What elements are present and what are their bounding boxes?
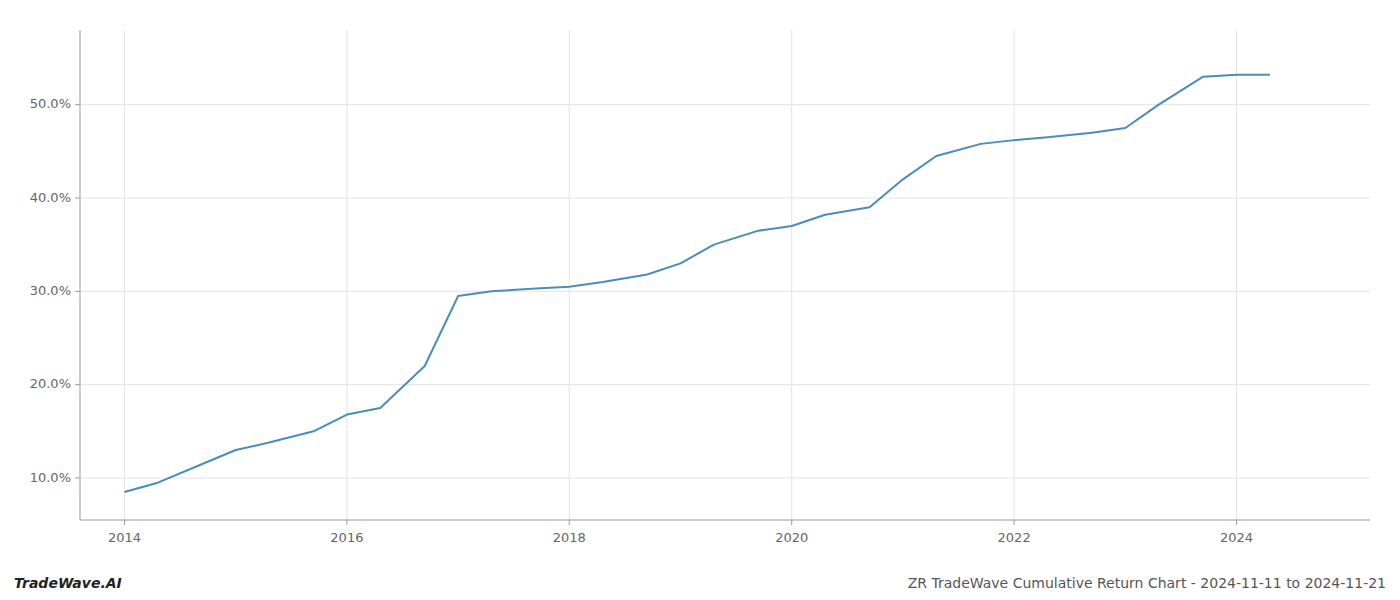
x-tick-label: 2024 — [1220, 530, 1253, 545]
x-grid-line — [124, 30, 125, 520]
y-tick — [75, 478, 80, 479]
x-grid-line — [569, 30, 570, 520]
y-grid-line — [80, 198, 1370, 199]
x-tick-label: 2016 — [330, 530, 363, 545]
x-tick — [346, 520, 347, 525]
x-grid-line — [346, 30, 347, 520]
footer-left: TradeWave.AI — [14, 575, 122, 591]
plot-area — [124, 75, 1269, 492]
x-tick-label: 2020 — [775, 530, 808, 545]
y-axis-line — [80, 30, 81, 520]
y-tick-label: 30.0% — [30, 283, 71, 298]
x-axis-line — [80, 520, 1370, 521]
x-tick-label: 2022 — [998, 530, 1031, 545]
y-tick — [75, 104, 80, 105]
axes: 10.0% 20.0% 30.0% 40.0% 50.0% 2014 2016 2018 202… — [30, 30, 1370, 545]
y-tick-label: 50.0% — [30, 96, 71, 111]
y-tick — [75, 384, 80, 385]
y-tick — [75, 291, 80, 292]
y-grid-line — [80, 478, 1370, 479]
y-grid-line — [80, 384, 1370, 385]
footer-right: ZR TradeWave Cumulative Return Chart - 2… — [908, 575, 1386, 591]
line — [124, 75, 1269, 492]
y-tick-label: 20.0% — [30, 376, 71, 391]
y-grid-line — [80, 104, 1370, 105]
y-tick — [75, 198, 80, 199]
x-tick — [791, 520, 792, 525]
grid — [80, 30, 1370, 520]
y-tick-label: 10.0% — [30, 470, 71, 485]
x-grid-line — [791, 30, 792, 520]
x-grid-line — [1236, 30, 1237, 520]
x-tick — [1014, 520, 1015, 525]
x-tick-label: 2018 — [553, 530, 586, 545]
chart: 10.0% 20.0% 30.0% 40.0% 50.0% 2014 2016 2018 202… — [0, 0, 1400, 600]
x-grid-line — [1014, 30, 1015, 520]
y-tick-label: 40.0% — [30, 190, 71, 205]
x-tick — [1236, 520, 1237, 525]
x-tick — [124, 520, 125, 525]
y-grid-line — [80, 291, 1370, 292]
x-tick-label: 2014 — [108, 530, 141, 545]
x-tick — [569, 520, 570, 525]
